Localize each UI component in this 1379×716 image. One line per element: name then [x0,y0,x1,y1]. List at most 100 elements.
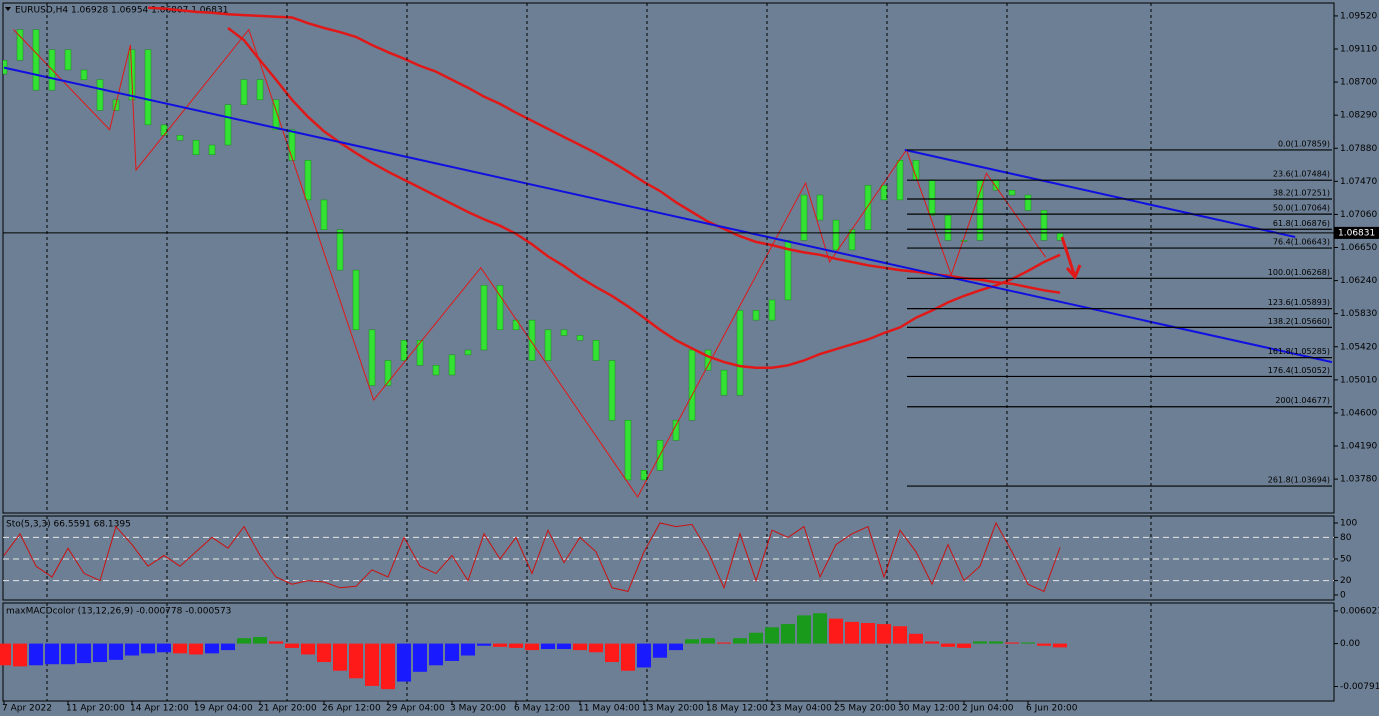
macd-bar [749,632,763,644]
macd-bar [701,638,715,644]
macd-bar [813,613,827,644]
y-tick-label: 1.03780 [1340,475,1377,485]
fib-label: 100.0(1.06268) [1268,268,1330,277]
macd-bar [141,643,155,654]
macd-bar [653,643,667,658]
macd-bar [29,643,43,666]
last-price-label: 1.06831 [1338,228,1375,238]
candle [576,335,584,341]
x-tick-label: 14 Apr 12:00 [130,704,189,714]
y-tick-label: 1.04600 [1340,408,1377,418]
macd-bar [413,643,427,672]
x-tick-label: 7 Apr 2022 [2,704,52,714]
candle [608,360,616,421]
macd-bar [541,643,555,650]
x-tick-label: 25 May 20:00 [834,704,896,714]
macd-bar [989,641,1003,644]
candle [704,349,712,371]
candle [672,419,680,441]
candle [240,79,248,105]
macd-bar [797,615,811,644]
candle [768,299,776,321]
candle [384,360,392,386]
y-tick-label: 50 [1340,554,1352,564]
y-tick-label: 1.09110 [1340,44,1377,54]
x-tick-label: 23 May 04:00 [770,704,832,714]
candle [448,354,456,376]
macd-bar [0,643,11,666]
macd-bar [685,639,699,644]
x-tick-label: 2 Jun 04:00 [962,704,1014,714]
candle [1008,189,1016,196]
macd-bar [365,643,379,686]
macd-bar [125,643,139,656]
candle [288,129,296,161]
y-tick-label: 1.07880 [1340,144,1377,154]
y-tick-label: 1.08290 [1340,111,1377,121]
macd-bar [1005,642,1019,644]
macd-bar [93,643,107,663]
candle [880,185,888,201]
macd-bar [61,643,75,665]
macd-bar [557,643,571,650]
macd-bar [45,643,59,665]
macd-bar [637,643,651,668]
macd-bar [269,641,283,644]
macd-bar [1021,642,1035,644]
candle [192,139,200,155]
fib-label: 200(1.04677) [1275,396,1330,405]
macd-bar [253,637,267,644]
fib-label: 61.8(1.06876) [1273,219,1330,228]
overlay-line [13,28,1047,498]
macd-bar [381,643,395,690]
macd-bar [461,643,475,656]
candle [304,160,312,201]
macd-bar [669,643,683,651]
main-header: EURUSD,H4 1.06928 1.06954 1.06807 1.0683… [15,6,228,16]
macd-bar [285,643,299,648]
candle [736,310,744,396]
candle [160,124,168,136]
overlay-line [227,27,1061,369]
candle [416,340,424,366]
fib-label: 138.2(1.05660) [1268,317,1330,326]
macd-bar [861,622,875,644]
macd-bar [845,621,859,644]
main-panel-frame [2,2,1335,514]
macd-bar [509,643,523,648]
macd-bar [301,643,315,655]
macd-bar [941,643,955,647]
candle [528,319,536,361]
menu-triangle [5,7,11,11]
macd-bar [173,643,187,654]
stochastic-panel-frame [2,515,1335,601]
x-tick-label: 18 May 12:00 [706,704,768,714]
fib-label: 123.6(1.05893) [1268,298,1330,307]
fib-label: 0.0(1.07859) [1278,139,1330,148]
y-tick-label: -0.00791 [1340,682,1379,692]
macd-bar [957,643,971,648]
macd-bar [157,643,171,653]
candle [400,340,408,361]
y-tick-label: 1.06650 [1340,243,1377,253]
y-tick-label: 1.07060 [1340,210,1377,220]
x-tick-label: 11 Apr 20:00 [66,704,125,714]
candle [832,219,840,251]
candle [816,194,824,221]
candle [272,99,280,130]
y-tick-label: 1.05010 [1340,375,1377,385]
macd-bar [1053,643,1067,648]
candle [960,239,968,242]
last-price-box [1334,226,1379,239]
y-tick-label: 80 [1340,533,1352,543]
x-tick-label: 26 Apr 12:00 [322,704,381,714]
candle [464,349,472,356]
macd-bar [1037,643,1051,646]
macd-bar [205,643,219,654]
macd-bar [765,627,779,644]
candle [32,29,40,91]
macd-bar [189,643,203,655]
fib-label: 176.4(1.05052) [1268,366,1330,375]
